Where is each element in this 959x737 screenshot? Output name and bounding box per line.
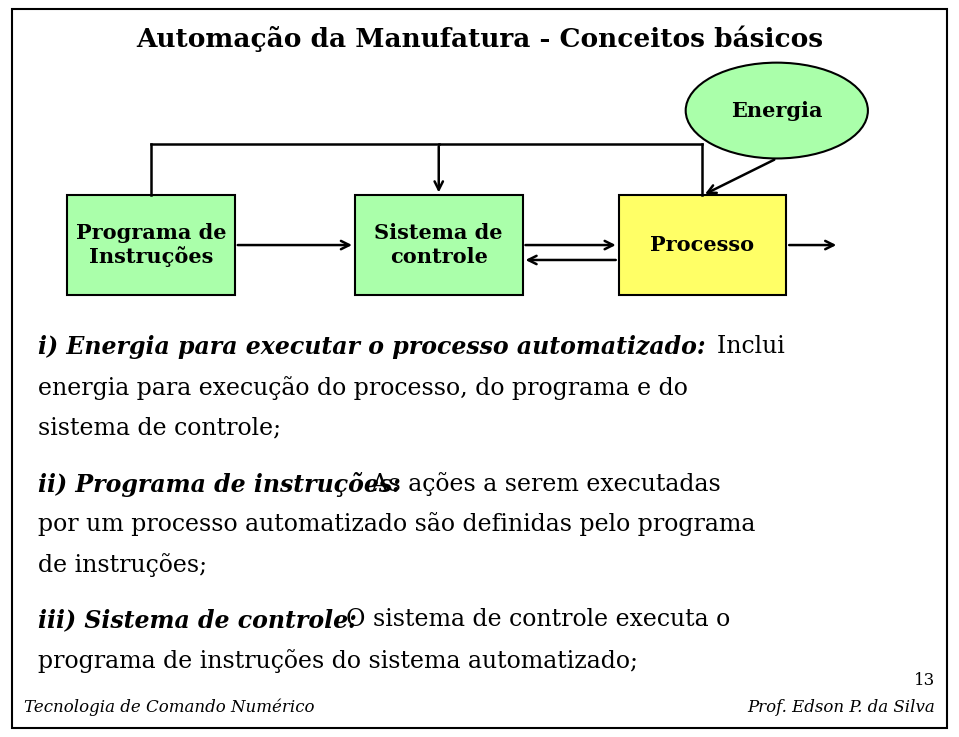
Text: Prof. Edson P. da Silva: Prof. Edson P. da Silva (747, 699, 935, 716)
Text: O sistema de controle executa o: O sistema de controle executa o (331, 608, 730, 631)
Text: Energia: Energia (731, 100, 823, 121)
Text: sistema de controle;: sistema de controle; (38, 416, 282, 439)
Text: 13: 13 (914, 672, 935, 689)
FancyBboxPatch shape (619, 195, 786, 295)
Text: energia para execução do processo, do programa e do: energia para execução do processo, do pr… (38, 376, 689, 400)
Text: Automação da Manufatura - Conceitos básicos: Automação da Manufatura - Conceitos bási… (136, 26, 823, 52)
Text: Sistema de
controle: Sistema de controle (375, 223, 503, 267)
Text: Processo: Processo (650, 235, 755, 255)
Text: de instruções;: de instruções; (38, 553, 207, 577)
FancyBboxPatch shape (67, 195, 235, 295)
Text: As ações a serem executadas: As ações a serem executadas (364, 472, 721, 496)
Text: iii) Sistema de controle:: iii) Sistema de controle: (38, 608, 358, 632)
Text: Tecnologia de Comando Numérico: Tecnologia de Comando Numérico (24, 699, 315, 716)
FancyBboxPatch shape (355, 195, 523, 295)
Ellipse shape (686, 63, 868, 158)
Text: Programa de
Instruções: Programa de Instruções (76, 223, 226, 267)
FancyBboxPatch shape (12, 9, 947, 728)
Text: Inclui: Inclui (702, 335, 784, 358)
Text: i) Energia para executar o processo automatizado:: i) Energia para executar o processo auto… (38, 335, 706, 360)
Text: por um processo automatizado são definidas pelo programa: por um processo automatizado são definid… (38, 512, 756, 537)
Text: programa de instruções do sistema automatizado;: programa de instruções do sistema automa… (38, 649, 639, 673)
Text: ii) Programa de instruções:: ii) Programa de instruções: (38, 472, 401, 497)
